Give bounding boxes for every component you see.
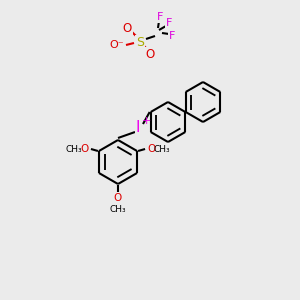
Text: O⁻: O⁻ <box>110 40 124 50</box>
Text: O: O <box>147 144 155 154</box>
Text: S: S <box>136 35 144 49</box>
Text: O: O <box>81 144 89 154</box>
Text: O: O <box>146 47 154 61</box>
Text: I: I <box>136 119 140 134</box>
Text: O: O <box>114 193 122 203</box>
Text: O: O <box>122 22 132 34</box>
Text: +: + <box>141 116 151 126</box>
Text: CH₃: CH₃ <box>110 205 126 214</box>
Text: F: F <box>169 31 175 41</box>
Text: CH₃: CH₃ <box>66 145 82 154</box>
Text: F: F <box>166 18 172 28</box>
Text: CH₃: CH₃ <box>154 145 170 154</box>
Text: F: F <box>157 12 163 22</box>
